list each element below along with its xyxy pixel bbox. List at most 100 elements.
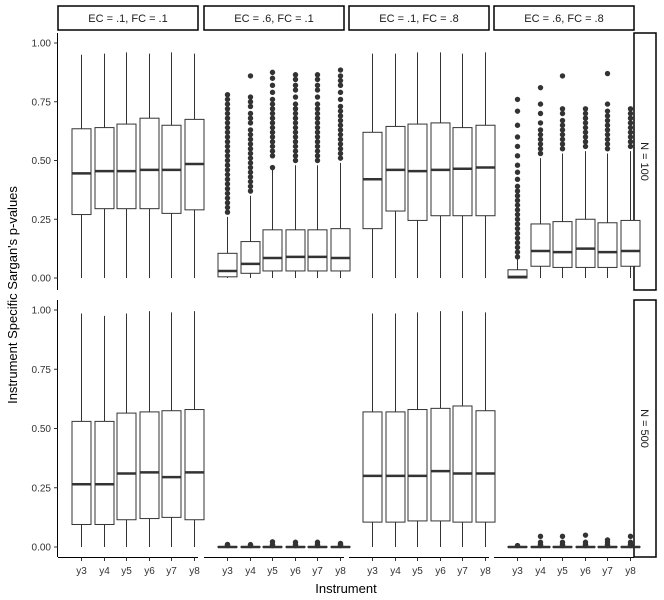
outlier-point bbox=[337, 113, 344, 119]
outlier-point bbox=[269, 69, 276, 76]
outlier-point bbox=[604, 127, 611, 133]
iqr-box bbox=[475, 410, 496, 523]
y-axis-title: Instrument Specific Sargan's p-values bbox=[5, 186, 20, 404]
outlier-point bbox=[559, 110, 566, 117]
outlier-point bbox=[292, 120, 299, 126]
outlier-point bbox=[582, 110, 589, 117]
x-axes: y3 y4 y5 y6 y7 y8 y3 y4 y5 y6 y7 y8 y3 y4 y5 y6 y7 y8 y3 y4… bbox=[58, 557, 636, 577]
outlier-point bbox=[337, 73, 344, 79]
outlier-point bbox=[514, 96, 521, 103]
x-tick-label: y4 bbox=[245, 566, 256, 577]
boxplot-y3 bbox=[71, 313, 92, 547]
iqr-box bbox=[552, 221, 573, 268]
y-tick-label: 0.25 bbox=[32, 483, 52, 494]
outlier-point bbox=[514, 153, 521, 159]
facet-panel bbox=[71, 311, 205, 547]
outlier-point bbox=[537, 136, 544, 143]
iqr-box bbox=[407, 409, 428, 522]
outlier-point bbox=[247, 115, 254, 121]
facet-panel bbox=[217, 539, 351, 549]
outlier-point bbox=[224, 143, 231, 150]
outlier-point bbox=[247, 103, 254, 110]
iqr-box bbox=[475, 124, 496, 217]
outlier-point bbox=[627, 120, 634, 126]
outlier-point bbox=[224, 110, 231, 117]
boxplot-y5 bbox=[407, 312, 428, 547]
outlier-point bbox=[627, 533, 634, 540]
outlier-point bbox=[314, 101, 321, 107]
boxplot-y8 bbox=[330, 67, 351, 278]
facet-strip-label: EC = .1, FC = .1 bbox=[88, 13, 167, 25]
outlier-point bbox=[247, 155, 254, 161]
outlier-point bbox=[224, 186, 231, 192]
outlier-point bbox=[269, 96, 276, 103]
outlier-point bbox=[337, 131, 344, 138]
outlier-point bbox=[224, 129, 231, 135]
outlier-point bbox=[582, 129, 589, 135]
outlier-point bbox=[292, 115, 299, 121]
outlier-point bbox=[337, 89, 344, 96]
iqr-box bbox=[575, 218, 596, 268]
boxplot-y6 bbox=[430, 52, 451, 278]
outlier-point bbox=[292, 129, 299, 135]
outlier-point bbox=[514, 162, 521, 168]
boxplot-y4 bbox=[530, 533, 551, 549]
iqr-box bbox=[362, 411, 383, 523]
facet-strip-box bbox=[57, 5, 199, 31]
iqr-box bbox=[217, 252, 238, 278]
outlier-point bbox=[627, 129, 634, 135]
boxplot-y5 bbox=[116, 313, 137, 547]
boxplot-y3 bbox=[362, 53, 383, 278]
column-facet-strips: EC = .1, FC = .1 EC = .6, FC = .1 EC = .… bbox=[57, 5, 635, 31]
outlier-point bbox=[514, 244, 521, 251]
outlier-point bbox=[224, 148, 231, 154]
outlier-point bbox=[314, 129, 321, 135]
outlier-point bbox=[604, 537, 611, 543]
outlier-point bbox=[514, 216, 521, 222]
outlier-point bbox=[514, 235, 521, 241]
outlier-point bbox=[604, 136, 611, 143]
iqr-box bbox=[116, 123, 137, 210]
boxplot-y6 bbox=[575, 106, 596, 278]
outlier-point bbox=[314, 134, 321, 140]
iqr-box bbox=[452, 405, 473, 523]
facet-strip-label: N = 500 bbox=[638, 409, 650, 448]
outlier-point bbox=[247, 146, 254, 152]
outlier-point bbox=[337, 127, 344, 133]
outlier-point bbox=[559, 117, 566, 124]
boxplot-y8 bbox=[620, 106, 641, 278]
outlier-point bbox=[224, 190, 231, 197]
y-axes: 0.00 0.25 0.50 0.75 1.00 0.00 0.25 0.50 0.75 1.0… bbox=[32, 33, 58, 557]
boxplot-y3 bbox=[217, 541, 238, 549]
boxplot-y5 bbox=[262, 539, 283, 549]
outlier-point bbox=[627, 143, 634, 150]
boxplot-y4 bbox=[385, 313, 406, 547]
y-axis-row-2: 0.00 0.25 0.50 0.75 1.00 bbox=[32, 300, 58, 557]
outlier-point bbox=[627, 115, 634, 121]
outlier-point bbox=[537, 84, 544, 91]
outlier-point bbox=[247, 183, 254, 190]
x-tick-label: y7 bbox=[166, 566, 177, 577]
outlier-point bbox=[514, 211, 521, 218]
outlier-point bbox=[337, 96, 344, 103]
outlier-point bbox=[292, 106, 299, 112]
outlier-point bbox=[269, 75, 276, 81]
x-tick-label: y7 bbox=[457, 566, 468, 577]
outlier-point bbox=[247, 136, 254, 143]
iqr-box bbox=[597, 222, 618, 268]
x-tick-label: y3 bbox=[76, 566, 87, 577]
iqr-box bbox=[530, 223, 551, 267]
outlier-point bbox=[604, 146, 611, 152]
x-tick-label: y3 bbox=[367, 566, 378, 577]
iqr-box bbox=[240, 241, 261, 274]
x-tick-label: y8 bbox=[480, 566, 491, 577]
outlier-point bbox=[559, 127, 566, 133]
outlier-point bbox=[582, 106, 589, 112]
boxplot-y6 bbox=[285, 539, 306, 549]
outlier-point bbox=[269, 139, 276, 145]
iqr-box bbox=[452, 127, 473, 217]
outlier-point bbox=[224, 96, 231, 103]
outlier-point bbox=[537, 131, 544, 138]
boxplot-y4 bbox=[94, 53, 115, 278]
outlier-point bbox=[314, 120, 321, 126]
